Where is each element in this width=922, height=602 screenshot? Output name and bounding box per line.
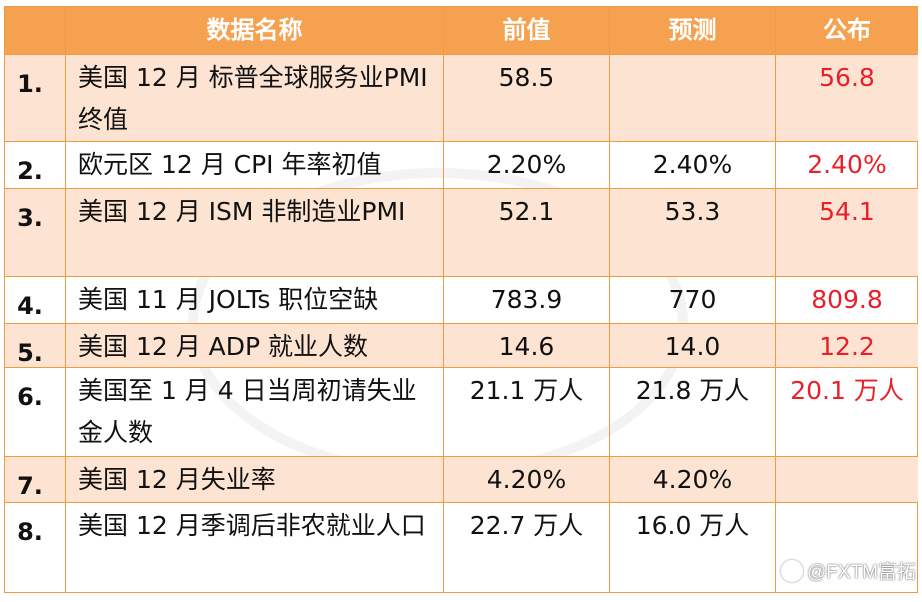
row-8-actual xyxy=(775,502,918,593)
row-5-name: 美国 12 月 ADP 就业人数 xyxy=(65,323,443,367)
row-4-actual: 809.8 xyxy=(775,276,918,323)
row-1-forecast xyxy=(609,54,775,141)
header-forecast: 预测 xyxy=(609,6,775,54)
row-6-actual: 20.1 万人 xyxy=(775,367,918,456)
row-7-name: 美国 12 月失业率 xyxy=(65,456,443,502)
row-6-forecast: 21.8 万人 xyxy=(609,367,775,456)
row-5-forecast: 14.0 xyxy=(609,323,775,367)
row-1-name: 美国 12 月 标普全球服务业PMI 终值 xyxy=(65,54,443,141)
brand-label: @FXTM富拓 xyxy=(807,562,916,583)
row-4-name: 美国 11 月 JOLTs 职位空缺 xyxy=(65,276,443,323)
row-1-index: 1. xyxy=(4,54,65,141)
row-4-forecast: 770 xyxy=(609,276,775,323)
row-4-index: 4. xyxy=(4,276,65,323)
header-previous: 前值 xyxy=(443,6,609,54)
row-2-previous: 2.20% xyxy=(443,141,609,188)
wechat-logo-icon xyxy=(781,559,803,582)
brand-watermark: @FXTM富拓 xyxy=(781,557,916,584)
header-index xyxy=(4,6,65,54)
row-8-index: 8. xyxy=(4,502,65,593)
row-4-previous: 783.9 xyxy=(443,276,609,323)
row-6-name: 美国至 1 月 4 日当周初请失业金人数 xyxy=(65,367,443,456)
economic-data-table: 数据名称 前值 预测 公布 1. 美国 12 月 标普全球服务业PMI 终值 5… xyxy=(4,6,918,593)
row-3-index: 3. xyxy=(4,188,65,276)
row-3-previous: 52.1 xyxy=(443,188,609,276)
row-7-actual xyxy=(775,456,918,502)
row-6-previous: 21.1 万人 xyxy=(443,367,609,456)
row-7-forecast: 4.20% xyxy=(609,456,775,502)
row-2-index: 2. xyxy=(4,141,65,188)
row-8-forecast: 16.0 万人 xyxy=(609,502,775,593)
row-2-forecast: 2.40% xyxy=(609,141,775,188)
row-3-name: 美国 12 月 ISM 非制造业PMI xyxy=(65,188,443,276)
row-7-previous: 4.20% xyxy=(443,456,609,502)
row-6-index: 6. xyxy=(4,367,65,456)
header-name: 数据名称 xyxy=(65,6,443,54)
row-8-name: 美国 12 月季调后非农就业人口 xyxy=(65,502,443,593)
row-1-previous: 58.5 xyxy=(443,54,609,141)
row-5-actual: 12.2 xyxy=(775,323,918,367)
row-7-index: 7. xyxy=(4,456,65,502)
row-1-actual: 56.8 xyxy=(775,54,918,141)
row-5-previous: 14.6 xyxy=(443,323,609,367)
row-8-previous: 22.7 万人 xyxy=(443,502,609,593)
row-3-forecast: 53.3 xyxy=(609,188,775,276)
row-2-name: 欧元区 12 月 CPI 年率初值 xyxy=(65,141,443,188)
row-2-actual: 2.40% xyxy=(775,141,918,188)
row-5-index: 5. xyxy=(4,323,65,367)
header-actual: 公布 xyxy=(775,6,918,54)
row-3-actual: 54.1 xyxy=(775,188,918,276)
